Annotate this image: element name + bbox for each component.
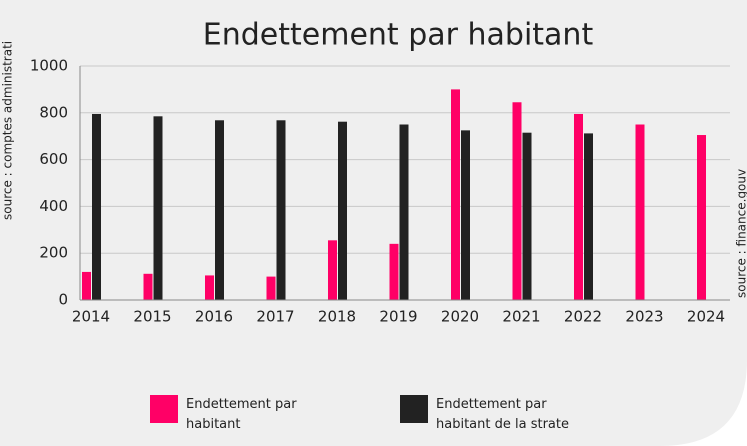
bar (461, 130, 470, 300)
bar (574, 113, 583, 300)
y-tick-label: 400 (39, 197, 68, 215)
bar (205, 275, 214, 300)
legend-label: Endettement par habitant de la strate (436, 397, 569, 432)
bar (215, 120, 224, 301)
y-tick-label: 200 (39, 244, 68, 262)
legend-swatch (150, 395, 178, 423)
y-tick-label: 0 (58, 291, 68, 309)
chart-title: Endettement par habitant (203, 18, 594, 53)
bar (266, 276, 276, 300)
bar (92, 113, 101, 300)
bar (143, 273, 153, 300)
bar (153, 116, 163, 300)
bar (82, 271, 91, 300)
legend-swatch (400, 395, 428, 423)
bar (389, 243, 399, 300)
bar (635, 124, 645, 300)
y-tick-label: 600 (39, 150, 68, 168)
x-tick-label: 2014 (72, 308, 110, 326)
y-tick-label: 800 (39, 103, 68, 121)
x-tick-label: 2022 (564, 308, 602, 326)
bar (328, 240, 337, 300)
bar (451, 89, 460, 301)
source-left: source : comptes administrati (1, 41, 15, 220)
y-tick-label: 1000 (30, 57, 68, 75)
x-tick-label: 2017 (256, 308, 294, 326)
x-tick-label: 2021 (502, 308, 540, 326)
bar (338, 121, 347, 300)
x-tick-label: 2015 (133, 308, 171, 326)
source-right: source : finance.gouv (735, 169, 747, 298)
bar (584, 133, 593, 300)
x-tick-label: 2024 (687, 308, 725, 326)
bar (522, 132, 532, 300)
bar (697, 135, 706, 300)
x-tick-label: 2023 (625, 308, 663, 326)
x-tick-label: 2020 (441, 308, 479, 326)
x-tick-label: 2019 (379, 308, 417, 326)
x-tick-label: 2016 (195, 308, 233, 326)
bar (399, 124, 409, 300)
legend-label: Endettement par habitant (186, 397, 297, 432)
x-tick-label: 2018 (318, 308, 356, 326)
bar (512, 102, 522, 301)
bar (276, 120, 286, 301)
